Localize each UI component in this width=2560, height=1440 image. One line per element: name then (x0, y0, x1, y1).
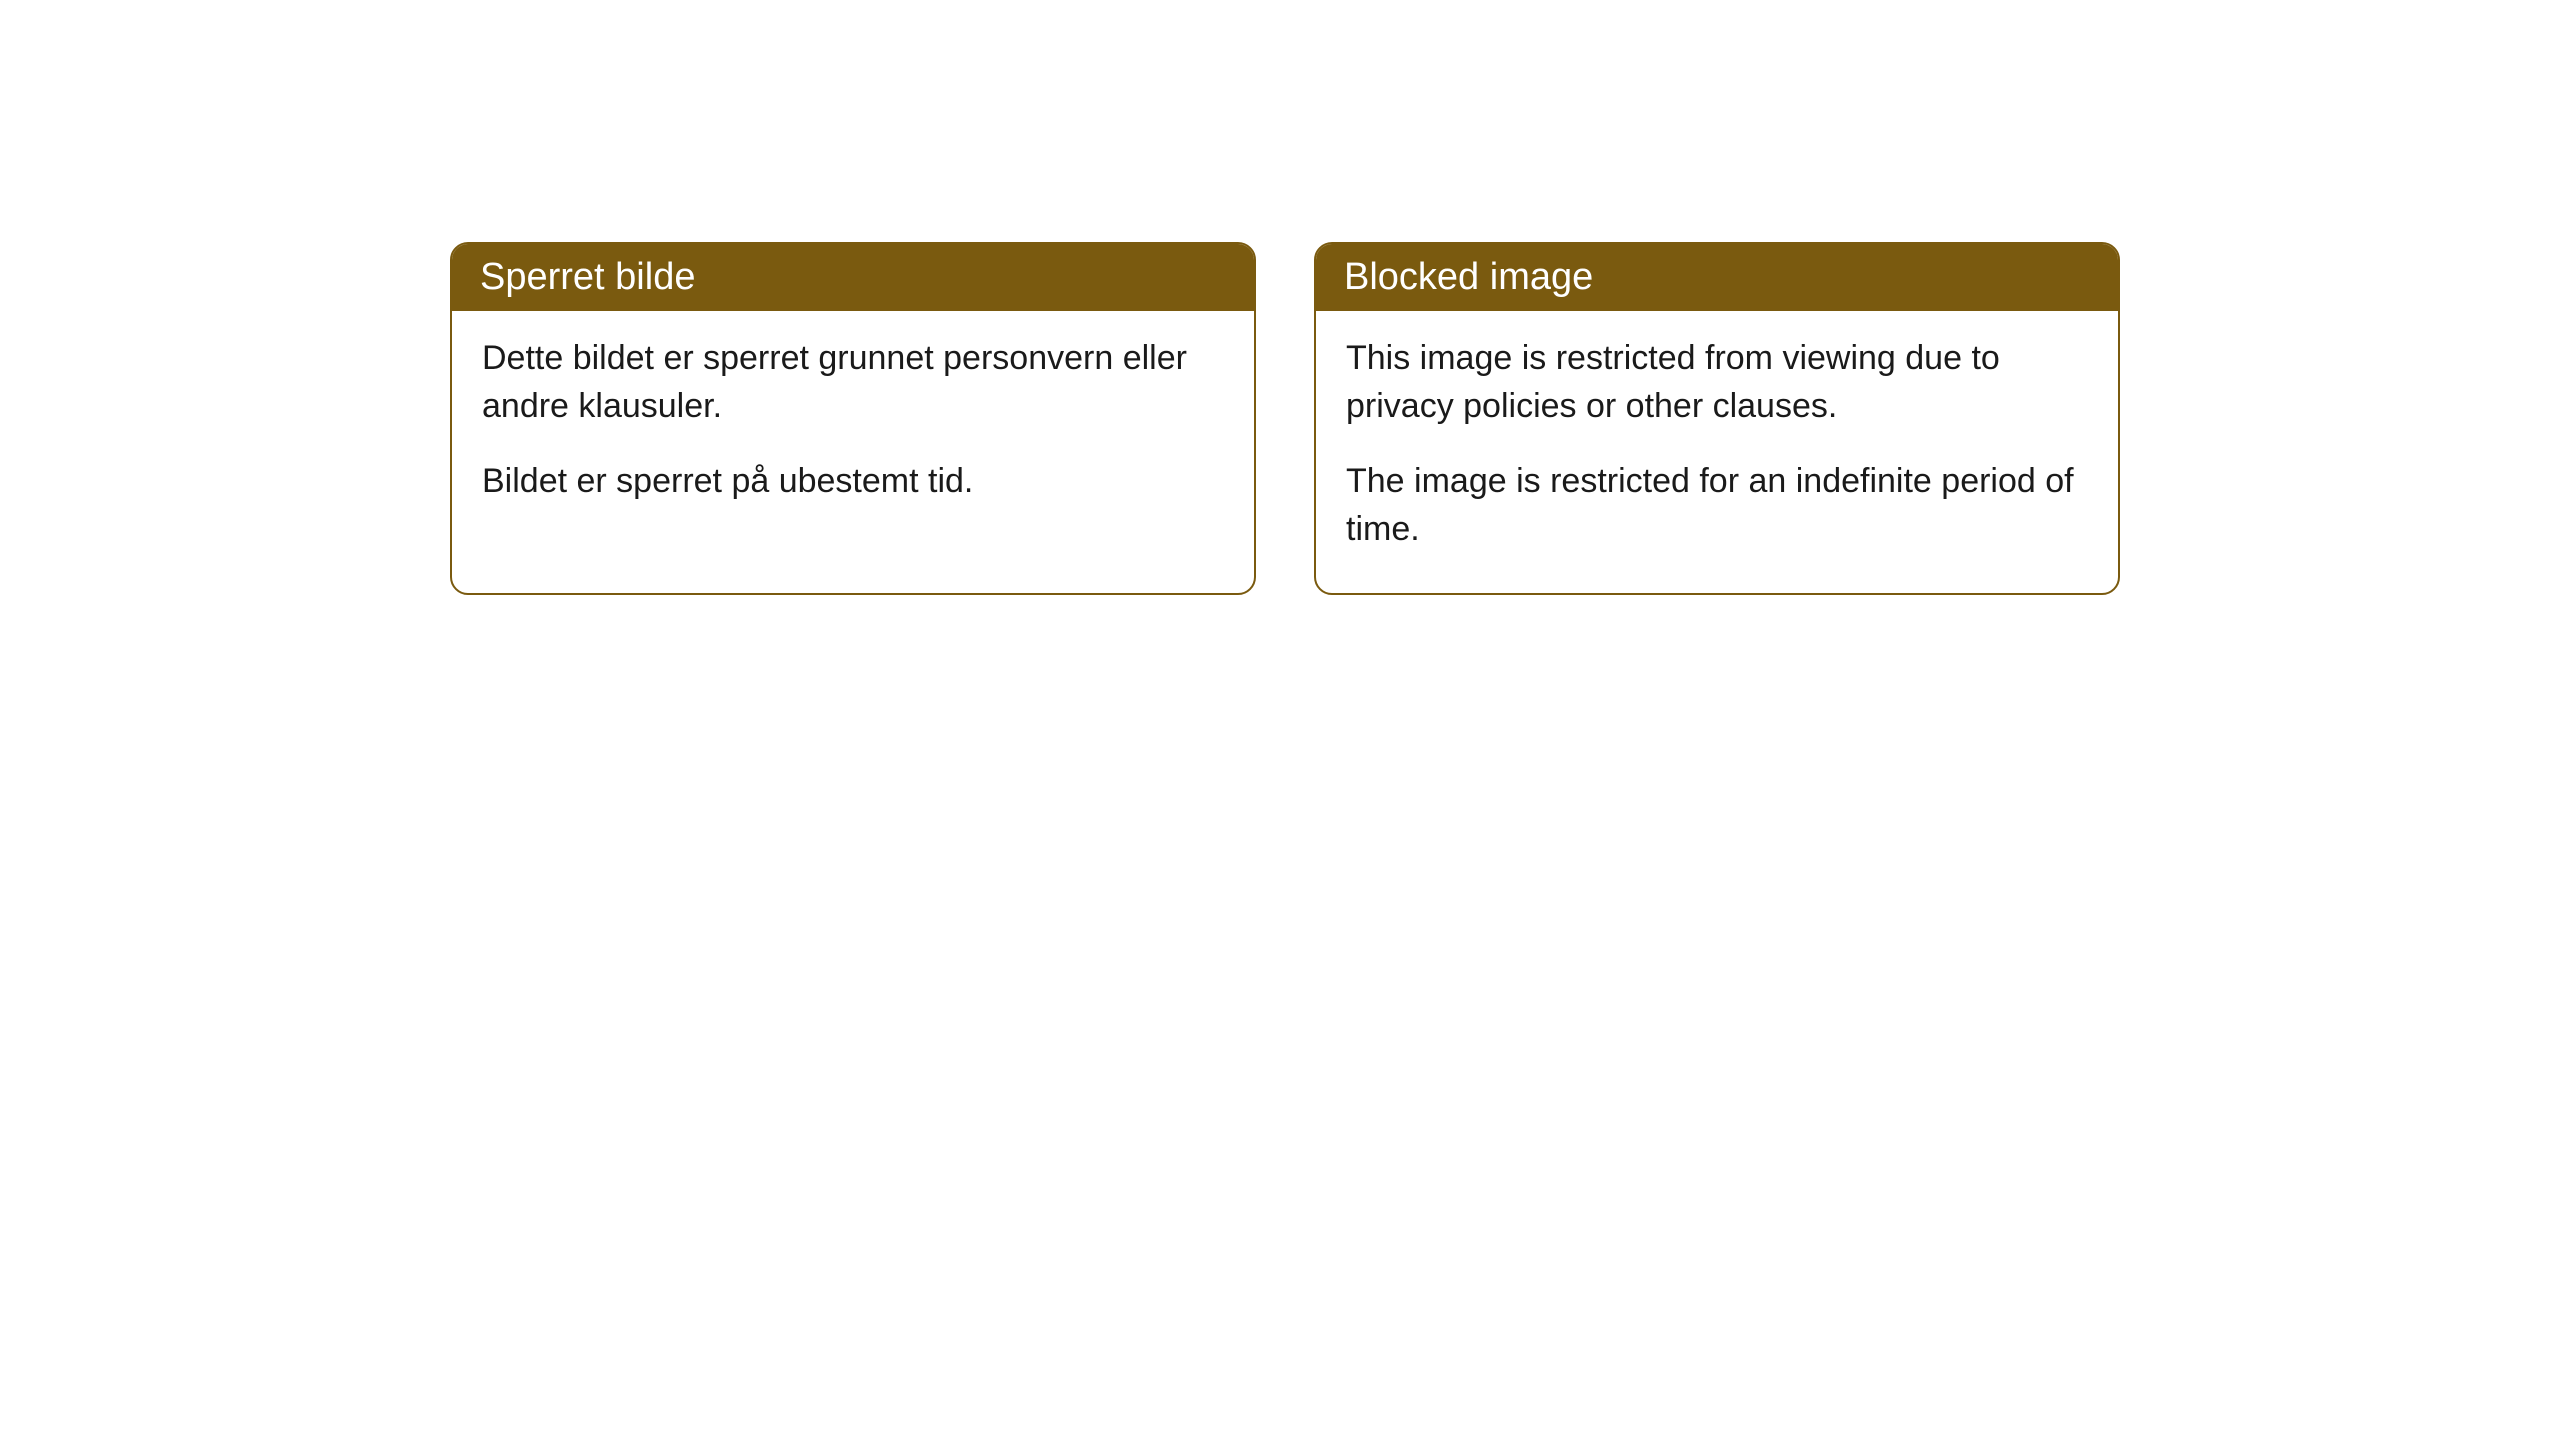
card-header-norwegian: Sperret bilde (452, 244, 1254, 311)
card-paragraph-1: Dette bildet er sperret grunnet personve… (482, 335, 1224, 430)
card-body-norwegian: Dette bildet er sperret grunnet personve… (452, 311, 1254, 546)
card-paragraph-2: Bildet er sperret på ubestemt tid. (482, 458, 1224, 506)
card-body-english: This image is restricted from viewing du… (1316, 311, 2118, 593)
card-header-english: Blocked image (1316, 244, 2118, 311)
card-paragraph-1: This image is restricted from viewing du… (1346, 335, 2088, 430)
card-norwegian: Sperret bilde Dette bildet er sperret gr… (450, 242, 1256, 595)
card-paragraph-2: The image is restricted for an indefinit… (1346, 458, 2088, 553)
cards-container: Sperret bilde Dette bildet er sperret gr… (450, 242, 2120, 595)
card-english: Blocked image This image is restricted f… (1314, 242, 2120, 595)
